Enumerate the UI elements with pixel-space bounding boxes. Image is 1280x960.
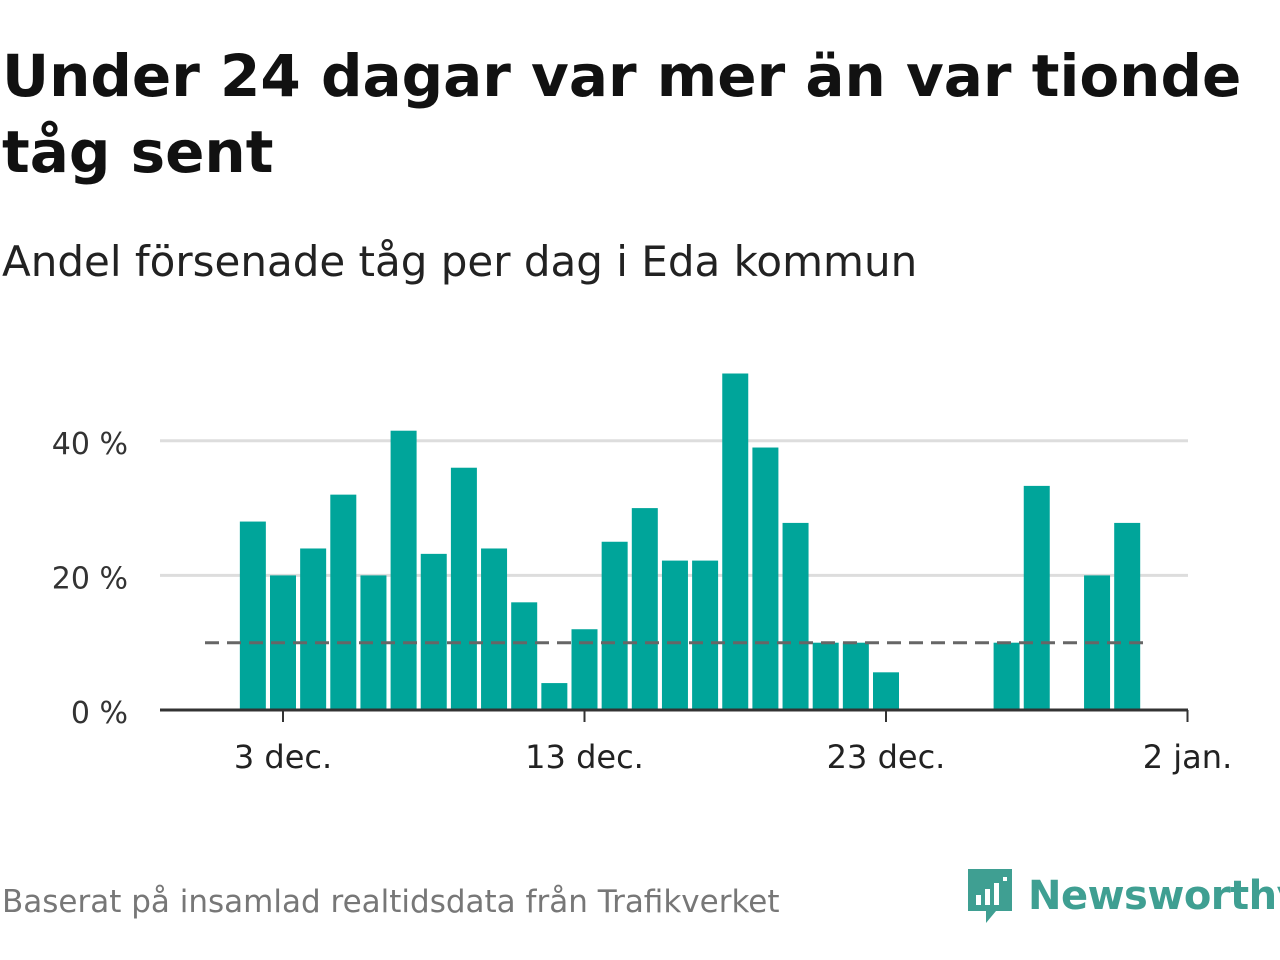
bar xyxy=(541,683,568,710)
bar xyxy=(661,560,688,710)
source-note: Baserat på insamlad realtidsdata från Tr… xyxy=(2,884,780,920)
bar xyxy=(692,560,719,710)
bar xyxy=(511,602,538,710)
bar xyxy=(481,548,508,710)
bar xyxy=(1023,485,1050,710)
chart-title: Under 24 dagar var mer än var tionde tåg… xyxy=(2,42,1242,186)
y-axis-ticks: 0 % 20 % 40 % xyxy=(52,427,128,731)
y-tick-label: 0 % xyxy=(71,696,128,731)
y-tick-label: 20 % xyxy=(52,561,128,596)
x-axis-ticks: 3 dec. 13 dec. 23 dec. 2 jan. xyxy=(234,710,1232,776)
x-tick-label: 2 jan. xyxy=(1143,738,1232,776)
bar xyxy=(420,553,447,710)
bar xyxy=(993,642,1020,710)
bar xyxy=(722,373,749,710)
bar xyxy=(300,548,327,710)
brand-logo[interactable]: Newsworthy xyxy=(964,864,1280,928)
bars xyxy=(239,373,1141,710)
brand-name: Newsworthy xyxy=(1028,873,1280,919)
y-tick-label: 40 % xyxy=(52,427,128,462)
bar-chart: 0 % 20 % 40 % 3 dec. 13 dec. 23 dec. 2 jan. xyxy=(52,373,1232,776)
newsworthy-logo-icon xyxy=(968,869,1012,923)
bar xyxy=(450,467,477,710)
x-tick-label: 3 dec. xyxy=(234,738,332,776)
x-tick-label: 23 dec. xyxy=(827,738,946,776)
bar xyxy=(873,672,899,710)
bar xyxy=(239,521,266,710)
bar xyxy=(782,522,809,710)
bar xyxy=(1114,522,1141,710)
bar xyxy=(842,642,869,710)
bar xyxy=(330,494,357,710)
bar xyxy=(812,642,839,710)
x-tick-label: 13 dec. xyxy=(525,738,644,776)
bar xyxy=(752,447,779,710)
bar xyxy=(601,541,628,710)
bar xyxy=(390,430,417,710)
chart-subtitle: Andel försenade tåg per dag i Eda kommun xyxy=(2,237,918,286)
bar xyxy=(631,508,658,710)
